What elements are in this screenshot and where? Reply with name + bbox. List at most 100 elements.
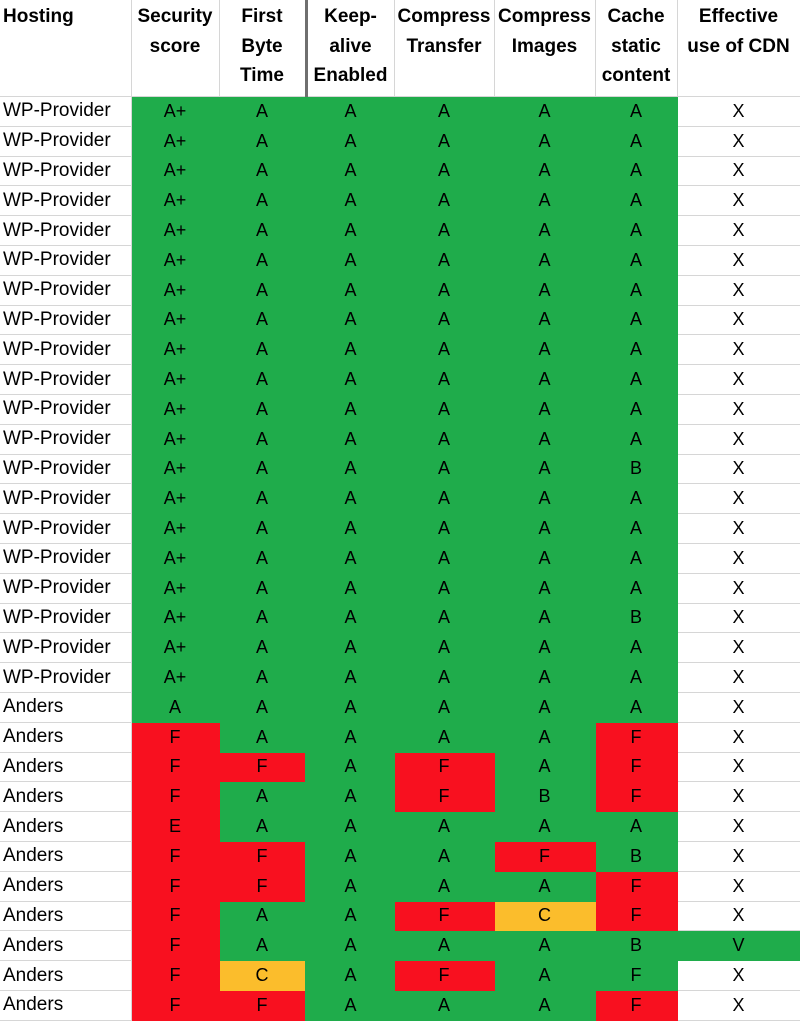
grade-cell-cache-static-content: F [595, 781, 678, 813]
grade-cell-keep-alive-enabled: A [304, 126, 395, 157]
table-row: WP-Provider A+ A A A A A X [0, 275, 800, 306]
header-line: Cache [607, 6, 665, 27]
grade-cell-security-score: F [131, 781, 220, 813]
hosting-cell: WP-Provider [0, 245, 132, 276]
header-row: Hosting Security score First Byte Time Keep-al… [0, 0, 800, 97]
header-line: static [611, 35, 661, 57]
column-header-cache-static-content: Cache static content [595, 0, 678, 97]
grade-cell-effective-use-of-cdn: X [677, 483, 800, 515]
header-line: Hosting [3, 6, 74, 27]
table-row: WP-Provider A+ A A A A A X [0, 305, 800, 336]
hosting-cell: Anders [0, 811, 132, 842]
header-line: score [149, 35, 201, 57]
hosting-cell: WP-Provider [0, 662, 132, 693]
header-line: content [601, 65, 671, 86]
grade-cell-compress-transfer: F [394, 781, 495, 813]
grade-cell-security-score: A+ [131, 603, 220, 634]
hosting-cell: Anders [0, 841, 132, 872]
grade-cell-first-byte-time: F [219, 990, 307, 1021]
grade-cell-cache-static-content: A [595, 513, 678, 544]
grade-cell-keep-alive-enabled: A [304, 483, 395, 515]
grade-cell-security-score: A+ [131, 275, 220, 306]
header-line: alive [329, 35, 372, 57]
grade-cell-first-byte-time: A [219, 305, 307, 336]
hosting-cell: Anders [0, 930, 132, 962]
grade-cell-cache-static-content: A [595, 334, 678, 366]
grade-cell-effective-use-of-cdn: X [677, 632, 800, 664]
hosting-cell: Anders [0, 692, 132, 723]
grade-cell-cache-static-content: A [595, 245, 678, 276]
grade-cell-security-score: F [131, 930, 220, 962]
grade-cell-compress-transfer: A [394, 126, 495, 157]
grade-cell-compress-images: A [494, 811, 596, 842]
grade-cell-first-byte-time: C [219, 960, 307, 991]
grade-cell-compress-transfer: A [394, 573, 495, 604]
grade-cell-first-byte-time: A [219, 901, 307, 932]
grade-cell-effective-use-of-cdn: X [677, 394, 800, 425]
grade-cell-security-score: E [131, 811, 220, 842]
grade-cell-effective-use-of-cdn: X [677, 454, 800, 485]
table-row: WP-Provider A+ A A A A A X [0, 126, 800, 157]
header-line: Effective [698, 6, 779, 27]
grade-cell-compress-transfer: A [394, 513, 495, 544]
header-line: Byte [241, 35, 283, 57]
grade-cell-effective-use-of-cdn: X [677, 96, 800, 127]
grade-cell-effective-use-of-cdn: X [677, 960, 800, 991]
grade-cell-compress-images: A [494, 215, 596, 246]
grade-cell-first-byte-time: A [219, 513, 307, 544]
grade-cell-cache-static-content: A [595, 275, 678, 306]
grade-cell-compress-images: A [494, 960, 596, 991]
table-row: Anders F A A F B F X [0, 781, 800, 813]
grade-cell-compress-images: A [494, 632, 596, 664]
grade-cell-security-score: F [131, 901, 220, 932]
grade-cell-keep-alive-enabled: A [304, 692, 395, 723]
grade-cell-cache-static-content: A [595, 424, 678, 455]
hosting-cell: WP-Provider [0, 632, 132, 664]
table-row: Anders A A A A A A X [0, 692, 800, 723]
grade-cell-effective-use-of-cdn: X [677, 603, 800, 634]
hosting-cell: WP-Provider [0, 96, 132, 127]
grade-cell-keep-alive-enabled: A [304, 305, 395, 336]
header-line: First [241, 6, 283, 27]
grade-cell-keep-alive-enabled: A [304, 990, 395, 1021]
header-line: Transfer [406, 35, 482, 57]
grade-cell-cache-static-content: B [595, 603, 678, 634]
table-row: WP-Provider A+ A A A A A X [0, 185, 800, 217]
grade-cell-first-byte-time: F [219, 871, 307, 902]
grade-cell-cache-static-content: A [595, 126, 678, 157]
grade-cell-keep-alive-enabled: A [304, 394, 395, 425]
grade-cell-security-score: F [131, 960, 220, 991]
table-row: WP-Provider A+ A A A A A X [0, 573, 800, 604]
table-row: WP-Provider A+ A A A A A X [0, 245, 800, 276]
grade-cell-first-byte-time: A [219, 215, 307, 246]
grade-cell-compress-images: A [494, 513, 596, 544]
table-row: Anders E A A A A A X [0, 811, 800, 842]
header-line: Compress [397, 6, 491, 27]
table-row: Anders F F A A F B X [0, 841, 800, 872]
grade-cell-keep-alive-enabled: A [304, 871, 395, 902]
grade-cell-security-score: A+ [131, 245, 220, 276]
table-row: WP-Provider A+ A A A A B X [0, 454, 800, 485]
hosting-cell: WP-Provider [0, 156, 132, 187]
column-header-hosting: Hosting [0, 0, 132, 97]
grade-cell-compress-transfer: A [394, 990, 495, 1021]
table-body: WP-Provider A+ A A A A A X WP-Provider A+ A A A A A X WP… [0, 96, 800, 1021]
grade-cell-compress-transfer: A [394, 811, 495, 842]
grade-cell-security-score: A [131, 692, 220, 723]
grade-cell-compress-transfer: A [394, 632, 495, 664]
grade-cell-keep-alive-enabled: A [304, 454, 395, 485]
grade-cell-keep-alive-enabled: A [304, 752, 395, 783]
grade-cell-compress-transfer: A [394, 275, 495, 306]
grade-cell-keep-alive-enabled: A [304, 573, 395, 604]
table-row: Anders F F A A A F X [0, 871, 800, 902]
grade-cell-cache-static-content: A [595, 185, 678, 217]
grade-cell-keep-alive-enabled: A [304, 960, 395, 991]
grade-cell-compress-transfer: A [394, 662, 495, 693]
table-row: WP-Provider A+ A A A A A X [0, 334, 800, 366]
grade-cell-effective-use-of-cdn: X [677, 215, 800, 246]
header-line: Compress [498, 6, 591, 27]
grade-cell-compress-images: A [494, 722, 596, 753]
grade-cell-compress-images: A [494, 662, 596, 693]
grade-cell-effective-use-of-cdn: X [677, 662, 800, 693]
grade-cell-compress-images: A [494, 543, 596, 574]
